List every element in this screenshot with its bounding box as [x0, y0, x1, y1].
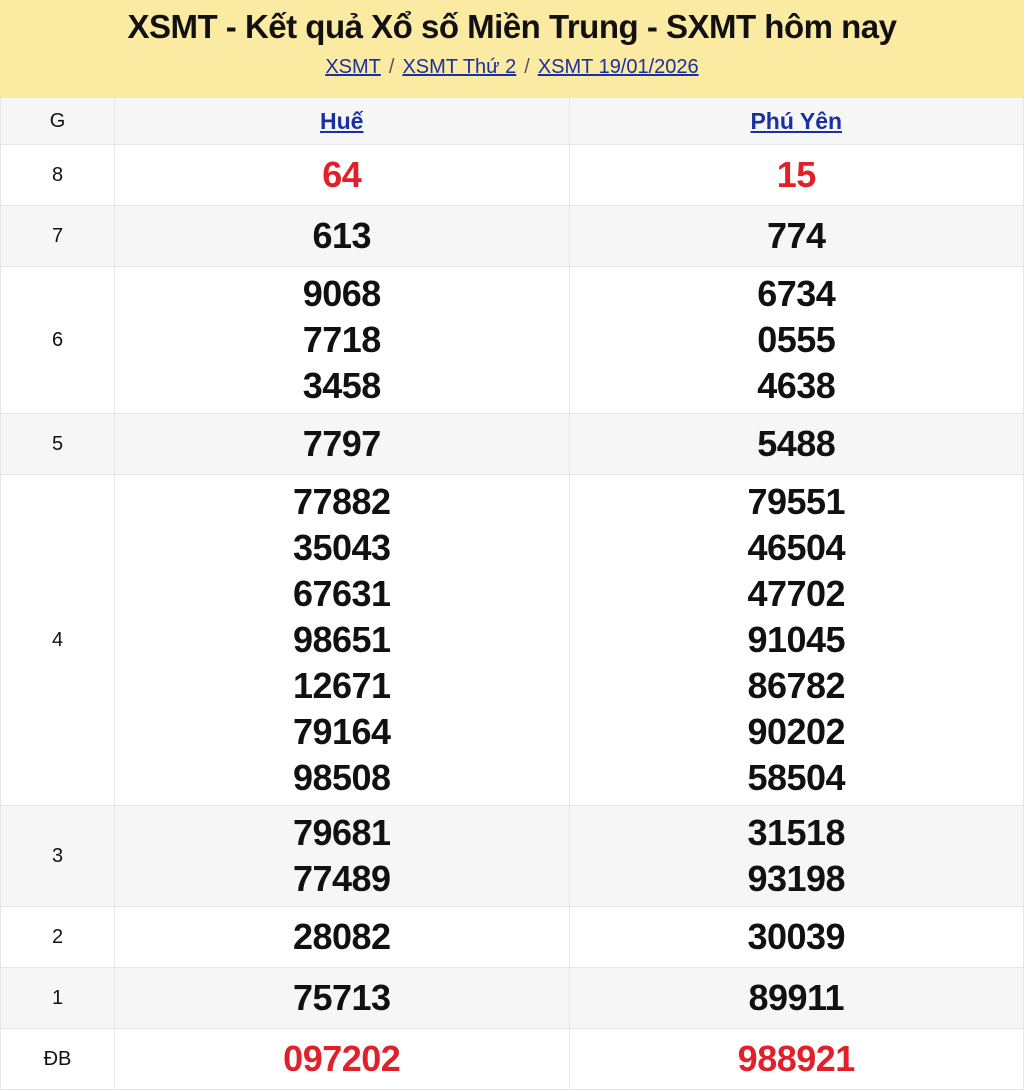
result-number: 15: [776, 154, 817, 195]
result-cell: 28082: [114, 906, 570, 968]
prize-label: 2: [0, 906, 115, 968]
result-number: 79164: [292, 711, 391, 752]
prize-column-header: G: [0, 97, 115, 145]
prize-label: 6: [0, 266, 115, 414]
result-number: 46504: [747, 527, 846, 568]
prize-row: 3 79681 77489 31518 93198: [0, 805, 1024, 907]
result-number: 79551: [747, 481, 846, 522]
result-number: 7718: [302, 319, 382, 360]
result-number: 47702: [747, 573, 846, 614]
breadcrumb-xsmt-date[interactable]: XSMT 19/01/2026: [537, 56, 699, 78]
province-link-phu-yen[interactable]: Phú Yên: [750, 107, 843, 134]
prize-label: 7: [0, 205, 115, 267]
result-cell: 5488: [568, 413, 1024, 475]
prize-row: 8 64 15: [0, 144, 1024, 206]
result-cell: 9068 7718 3458: [114, 266, 570, 414]
breadcrumb: XSMT / XSMT Thứ 2 / XSMT 19/01/2026: [0, 56, 1024, 79]
result-cell: 89911: [568, 967, 1024, 1029]
result-number: 75713: [292, 977, 391, 1018]
result-cell: 64: [114, 144, 570, 206]
result-number: 98508: [292, 757, 391, 798]
province-header-hue: Huế: [114, 97, 570, 145]
result-number: 613: [312, 215, 372, 256]
result-number: 31518: [747, 812, 846, 853]
result-number: 097202: [283, 1038, 401, 1079]
result-number: 30039: [747, 916, 846, 957]
results-body: 8 64 15 7 613 774 6 9068 7718 3458 6734 0555 4638 5 77…: [0, 144, 1024, 1090]
prize-row: 1 75713 89911: [0, 967, 1024, 1029]
province-link-hue[interactable]: Huế: [320, 107, 364, 134]
result-number: 79681: [292, 812, 391, 853]
prize-label: 5: [0, 413, 115, 475]
result-cell: 15: [568, 144, 1024, 206]
province-header-phu-yen: Phú Yên: [568, 97, 1024, 145]
result-number: 98651: [292, 619, 391, 660]
prize-row: 4 77882 35043 67631 98651 12671 79164 98508 7955…: [0, 474, 1024, 806]
result-cell: 31518 93198: [568, 805, 1024, 907]
result-number: 93198: [747, 858, 846, 899]
result-number: 86782: [747, 665, 846, 706]
breadcrumb-separator: /: [524, 56, 530, 78]
result-number: 12671: [292, 665, 391, 706]
result-number: 58504: [747, 757, 846, 798]
page-title: XSMT - Kết quả Xổ số Miền Trung - SXMT h…: [127, 8, 897, 45]
result-number: 77882: [292, 481, 391, 522]
result-number: 77489: [292, 858, 391, 899]
result-number: 67631: [292, 573, 391, 614]
result-number: 90202: [747, 711, 846, 752]
result-number: 3458: [302, 365, 382, 406]
result-number: 64: [322, 154, 362, 195]
breadcrumb-separator: /: [388, 56, 395, 78]
prize-row: 2 28082 30039: [0, 906, 1024, 968]
result-number: 5488: [757, 423, 836, 464]
result-cell: 77882 35043 67631 98651 12671 79164 98508: [114, 474, 570, 806]
result-cell: 7797: [114, 413, 570, 475]
result-number: 9068: [302, 273, 382, 314]
table-header-row: G Huế Phú Yên: [0, 97, 1024, 145]
result-cell: 30039: [568, 906, 1024, 968]
prize-row: 6 9068 7718 3458 6734 0555 4638: [0, 266, 1024, 414]
result-number: 4638: [757, 365, 836, 406]
result-number: 774: [766, 215, 826, 256]
breadcrumb-xsmt-thu-2[interactable]: XSMT Thứ 2: [402, 56, 517, 78]
result-number: 0555: [757, 319, 836, 360]
page-header: XSMT - Kết quả Xổ số Miền Trung - SXMT h…: [0, 0, 1024, 97]
breadcrumb-xsmt[interactable]: XSMT: [325, 56, 381, 78]
prize-row: 5 7797 5488: [0, 413, 1024, 475]
prize-label: 3: [0, 805, 115, 907]
result-cell: 6734 0555 4638: [568, 266, 1024, 414]
prize-row: 7 613 774: [0, 205, 1024, 267]
results-table: G Huế Phú Yên 8 64 15 7 613 774 6 9068 7718 3458 6…: [0, 97, 1024, 1090]
result-number: 91045: [747, 619, 846, 660]
result-number: 6734: [757, 273, 836, 314]
result-cell: 774: [568, 205, 1024, 267]
prize-label: 1: [0, 967, 115, 1029]
result-number: 988921: [737, 1038, 856, 1079]
result-number: 28082: [292, 916, 391, 957]
result-number: 35043: [292, 527, 391, 568]
result-number: 89911: [748, 977, 845, 1018]
result-cell: 75713: [114, 967, 570, 1029]
result-cell: 79551 46504 47702 91045 86782 90202 58504: [568, 474, 1024, 806]
result-number: 7797: [302, 423, 382, 464]
prize-label: 4: [0, 474, 115, 806]
prize-label: 8: [0, 144, 115, 206]
result-cell: 613: [114, 205, 570, 267]
result-cell: 79681 77489: [114, 805, 570, 907]
